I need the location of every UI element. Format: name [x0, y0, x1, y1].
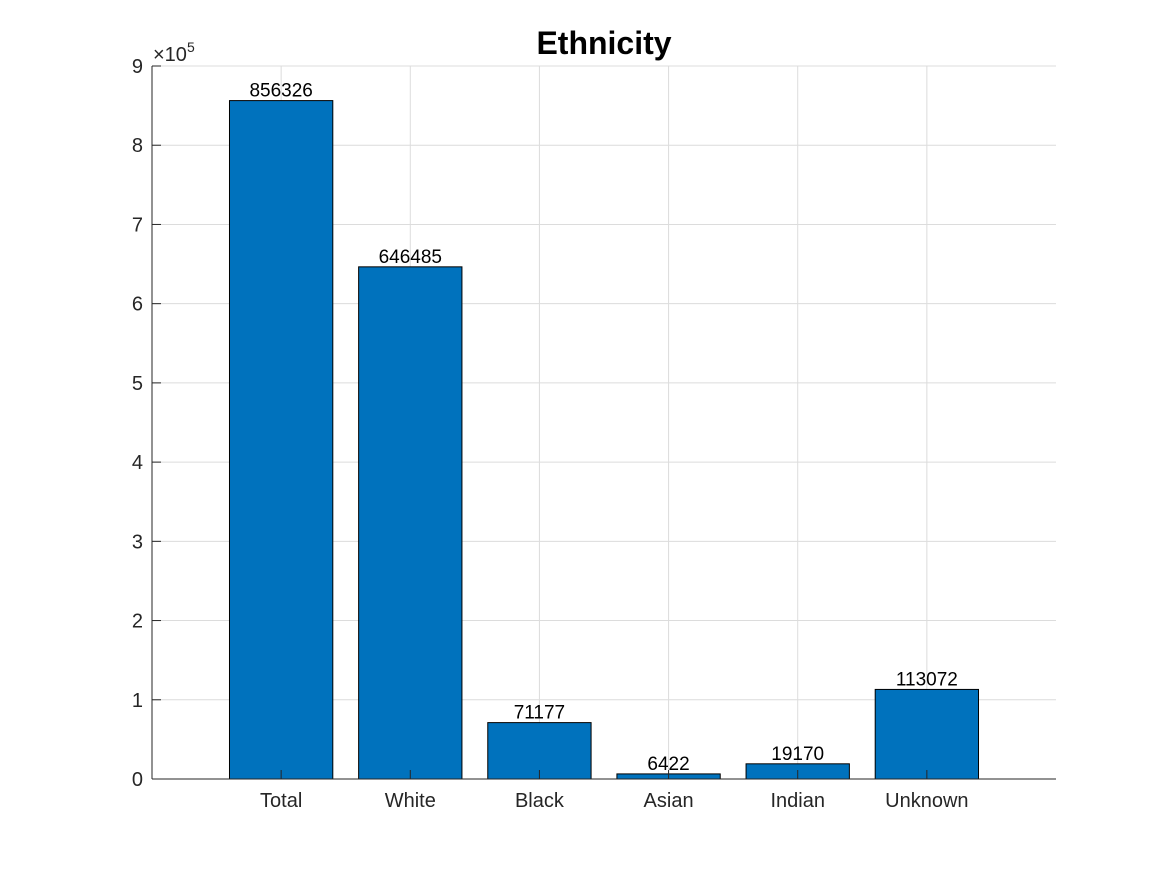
- x-tick-label-indian: Indian: [770, 790, 825, 812]
- x-tick-label-unknown: Unknown: [885, 790, 968, 812]
- data-label-white: 646485: [379, 247, 442, 268]
- y-tick-label: 1: [132, 690, 143, 712]
- axes: 0 1 2 3 4 5 6 7 8 9 Total White Black Asian Indian Unkn…: [132, 56, 1056, 812]
- bar-total: [228, 100, 334, 780]
- x-tick-label-white: White: [385, 790, 436, 812]
- data-label-total: 856326: [249, 81, 312, 102]
- bar-black: [487, 722, 592, 780]
- y-tick-label: 3: [132, 531, 143, 553]
- y-tick-label: 4: [132, 452, 143, 474]
- y-tick-label: 2: [132, 611, 143, 633]
- data-label-unknown: 113072: [896, 669, 958, 690]
- x-tick-label-asian: Asian: [644, 790, 694, 812]
- bar-unknown: [874, 688, 980, 780]
- y-tick-label: 8: [132, 135, 143, 157]
- y-tick-label: 6: [132, 294, 143, 316]
- y-tick-label: 9: [132, 56, 143, 78]
- data-label-black: 71177: [514, 703, 565, 724]
- y-scale-factor: ×105: [153, 39, 195, 66]
- data-label-indian: 19170: [771, 744, 824, 765]
- data-label-asian: 6422: [647, 754, 689, 775]
- x-tick-label-total: Total: [260, 790, 302, 812]
- chart-title: Ethnicity: [536, 25, 671, 61]
- bars: [228, 100, 980, 780]
- y-tick-label: 5: [132, 373, 143, 395]
- y-scale-exponent: 5: [187, 39, 195, 55]
- y-tick-label: 0: [132, 769, 143, 791]
- bar-white: [358, 266, 463, 780]
- x-tick-label-black: Black: [515, 790, 565, 812]
- y-scale-multiplier: ×10: [153, 44, 187, 66]
- data-labels: 856326 646485 71177 6422 19170 113072: [249, 81, 957, 775]
- y-tick-label: 7: [132, 214, 143, 236]
